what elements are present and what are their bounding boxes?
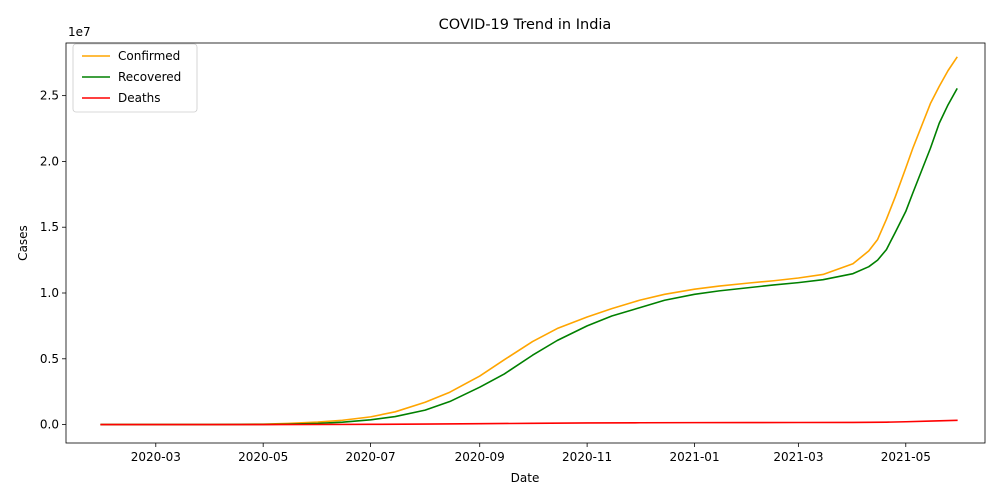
plot-area	[100, 56, 958, 426]
axes-frame	[65, 42, 986, 444]
x-tick-label: 2020-11	[562, 450, 612, 464]
x-tick-label: 2020-05	[238, 450, 288, 464]
x-axis-ticks: 2020-03 2020-05 2020-07 2020-09 2020-11 2021-…	[131, 443, 931, 464]
series-line-recovered	[100, 87, 958, 426]
legend-label-recovered: Recovered	[118, 70, 181, 84]
x-tick-label: 2021-05	[881, 450, 931, 464]
y-axis-ticks: 0.0 0.5 1.0 1.5 2.0 2.5	[40, 89, 66, 432]
y-tick-label: 2.0	[40, 154, 59, 168]
x-tick-label: 2021-01	[669, 450, 719, 464]
x-tick-label: 2020-09	[455, 450, 505, 464]
y-tick-label: 1.5	[40, 220, 59, 234]
y-tick-label: 0.5	[40, 352, 59, 366]
series-line-confirmed	[100, 56, 958, 426]
y-offset-label: 1e7	[68, 25, 91, 39]
legend-box	[72, 43, 198, 113]
series-line-deaths	[100, 419, 958, 426]
legend-label-deaths: Deaths	[118, 91, 161, 105]
chart-title: COVID-19 Trend in India	[439, 17, 612, 33]
x-tick-label: 2020-03	[131, 450, 181, 464]
y-axis-label: Cases	[16, 225, 30, 261]
y-tick-label: 0.0	[40, 418, 59, 432]
x-tick-label: 2021-03	[773, 450, 823, 464]
legend: Confirmed Recovered Deaths	[72, 43, 198, 113]
legend-label-confirmed: Confirmed	[118, 49, 180, 63]
x-tick-label: 2020-07	[346, 450, 396, 464]
x-axis-label: Date	[511, 471, 540, 485]
y-tick-label: 2.5	[40, 89, 59, 103]
y-tick-label: 1.0	[40, 286, 59, 300]
